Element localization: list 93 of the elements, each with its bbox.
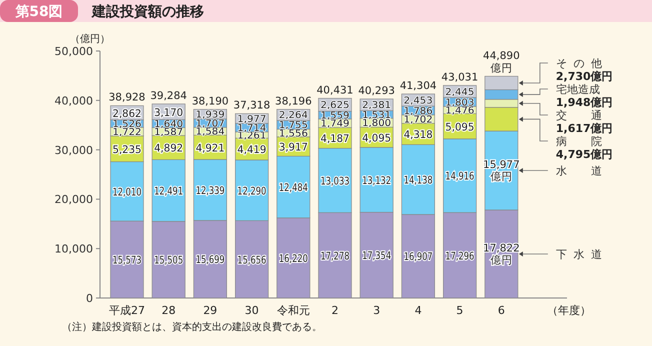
data-label: 1,526: [112, 118, 142, 130]
data-label: 3,170: [154, 106, 184, 119]
data-label: 1,800: [362, 118, 392, 130]
text: 水道: [556, 164, 602, 178]
data-label: 14,916: [445, 170, 482, 183]
total-label: 43,031: [441, 71, 478, 84]
total-label: 38,928: [108, 92, 146, 104]
data-label: 1,640: [154, 118, 184, 130]
text: 病院: [556, 134, 602, 148]
data-label: 12,290: [237, 185, 274, 198]
text: 下水道: [556, 248, 602, 261]
data-label: 1,556: [278, 128, 308, 140]
data-label: 16,907: [404, 251, 440, 264]
data-label: 1,531: [362, 110, 392, 121]
data-label: 4,419: [237, 144, 268, 156]
data-label: 4,892: [154, 142, 184, 155]
total-label: 38,196: [275, 95, 312, 108]
data-label: 2,453: [404, 95, 433, 106]
total-label: 37,318: [233, 100, 270, 112]
data-label: 5,235: [112, 144, 143, 156]
data-label: 14,138: [404, 174, 440, 187]
total-label: 39,284: [150, 90, 188, 102]
x-tick-label: 28: [162, 304, 176, 317]
data-label: 2,445: [445, 86, 474, 98]
data-label: 13,132: [362, 174, 399, 187]
data-label: 12,010: [112, 186, 150, 198]
data-label: 13,033: [320, 175, 358, 188]
data-label: 1,702: [404, 114, 433, 126]
data-label: 2,862: [112, 108, 143, 120]
y-tick-label: 20,000: [54, 193, 93, 206]
x-tick-label: 29: [203, 304, 218, 317]
data-label: 1,803: [445, 97, 474, 108]
data-label: 15,656: [237, 254, 274, 266]
data-label: 1,948億円: [556, 96, 613, 109]
data-label: 1,707: [196, 118, 225, 130]
data-label: 4,095: [362, 132, 392, 144]
x-axis-title: （年度）: [547, 304, 591, 317]
data-label: 1,559: [320, 110, 350, 122]
text: 交通: [556, 108, 602, 122]
y-tick-label: 10,000: [54, 242, 93, 256]
total-label: 38,190: [192, 95, 229, 108]
data-label: 17,296: [445, 250, 482, 262]
y-tick-label: 40,000: [54, 94, 93, 108]
text: 第58図: [14, 4, 63, 20]
x-tick-label: 2: [332, 304, 338, 317]
data-label: 1,749: [320, 118, 350, 130]
data-label: 17,354: [362, 250, 399, 262]
text: その他: [556, 56, 602, 70]
data-label: 4,187: [320, 132, 351, 145]
y-tick-label: 0: [86, 292, 93, 305]
data-label: 12,491: [154, 186, 191, 198]
x-tick-label: 4: [414, 304, 422, 317]
x-tick-label: 令和元: [276, 304, 310, 317]
data-label: 2,730億円: [556, 70, 613, 83]
data-label: 1,939: [196, 109, 225, 120]
data-label: 12,484: [278, 182, 316, 194]
data-label: 2,264: [278, 110, 308, 122]
data-label: 1,714: [237, 122, 266, 134]
x-tick-label: 6: [498, 304, 505, 317]
data-label: 1,584: [196, 126, 225, 138]
text: （注）建設投資額とは、資本的支出の建設改良費である。: [62, 321, 322, 333]
data-label: 16,220: [278, 252, 316, 265]
x-tick-label: 5: [456, 304, 464, 317]
data-label: 15,699: [196, 254, 232, 266]
data-label: 1,476: [445, 105, 474, 116]
total-label: 41,304: [400, 80, 437, 92]
data-label: 4,795億円: [556, 148, 613, 161]
x-tick-label: 平成27: [109, 304, 145, 317]
data-label: 5,095: [445, 121, 476, 134]
total-label: 44,890 億円: [483, 50, 520, 74]
data-label: 4,318: [404, 128, 434, 141]
data-label: 12,339: [196, 184, 232, 197]
data-label: 2,625: [320, 100, 350, 112]
total-label: 40,431: [316, 84, 354, 96]
text: 宅地造成: [556, 82, 600, 96]
data-label: 4,921: [196, 142, 226, 154]
data-label: 1,587: [154, 126, 184, 138]
chart-title: 建設投資額の推移: [91, 3, 204, 20]
data-label: 15,505: [154, 254, 191, 267]
x-tick-label: 30: [244, 304, 259, 317]
data-label: 1,977: [237, 114, 266, 125]
y-tick-label: 30,000: [54, 144, 93, 157]
data-label: 3,917: [278, 142, 309, 154]
y-axis-title: （億円）: [70, 33, 110, 45]
y-tick-label: 50,000: [54, 45, 93, 58]
data-label: 1,786: [404, 106, 433, 117]
data-label: 1,617億円: [556, 122, 613, 135]
data-label: 17,278: [320, 250, 358, 262]
total-label: 40,293: [358, 84, 395, 97]
data-label: 1,722: [112, 126, 142, 138]
x-tick-label: 3: [373, 304, 380, 317]
data-label: 2,381: [362, 100, 392, 112]
data-label: 15,573: [112, 254, 150, 267]
